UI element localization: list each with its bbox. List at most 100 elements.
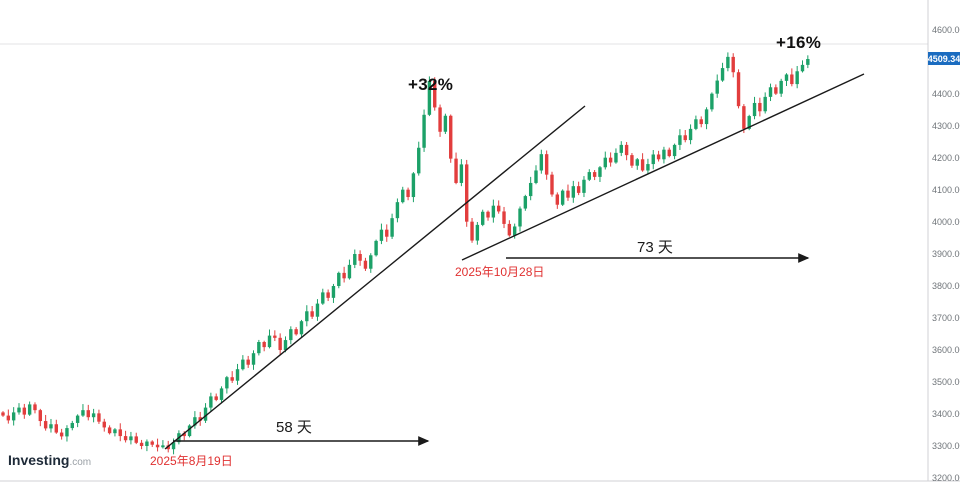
gain-annotation-1: +32% — [408, 75, 454, 94]
candle-body — [528, 182, 533, 197]
candle-body — [289, 329, 293, 341]
candle-body — [459, 164, 464, 183]
candle-body — [592, 172, 597, 177]
candle-body — [134, 436, 138, 443]
candle-body — [49, 424, 53, 429]
candle-body — [688, 128, 693, 141]
candle-body — [523, 196, 528, 209]
candle-body — [321, 292, 325, 304]
candle-body — [273, 335, 277, 338]
candle-body — [736, 72, 741, 107]
candle-body — [358, 254, 362, 261]
candle-body — [779, 80, 783, 94]
candle-body — [193, 417, 197, 426]
candle-body — [576, 186, 581, 193]
candle-body — [795, 71, 799, 85]
candle-body — [385, 229, 389, 237]
candle-body — [406, 189, 410, 198]
candle-body — [107, 427, 112, 434]
candle-body — [608, 157, 613, 163]
candle-body — [70, 422, 74, 429]
candle-body — [411, 173, 416, 198]
y-axis-label: 3200.00 — [932, 473, 960, 483]
candle-body — [550, 174, 554, 195]
candle-body — [43, 421, 48, 429]
candle-body — [438, 107, 442, 132]
candle-body — [118, 429, 122, 437]
candle-body — [81, 410, 85, 416]
price-axis[interactable]: 4600.004500.004400.004300.004200.004100.… — [929, 0, 960, 483]
y-axis-label: 4100.00 — [932, 185, 960, 195]
y-axis-label: 3600.00 — [932, 345, 960, 355]
y-axis-label: 4200.00 — [932, 153, 960, 163]
candle-body — [187, 425, 192, 437]
candle-body — [507, 223, 512, 236]
y-axis-label: 4400.00 — [932, 89, 960, 99]
candle-body — [22, 407, 27, 415]
y-axis-label: 4300.00 — [932, 121, 960, 131]
candle-body — [544, 154, 549, 175]
candle-body — [731, 56, 735, 73]
candle-body — [97, 413, 101, 422]
candle-body — [427, 80, 432, 115]
candle-body — [710, 93, 714, 110]
candle-body — [790, 74, 794, 85]
candle-body — [198, 417, 202, 421]
candle-body — [294, 329, 298, 335]
candle-body — [337, 272, 341, 286]
date-label-1: 2025年8月19日 — [150, 454, 233, 468]
y-axis-label: 3300.00 — [932, 441, 960, 451]
candle-body — [257, 342, 261, 354]
candle-body — [763, 96, 767, 112]
candle-body — [582, 179, 586, 193]
candle-body — [481, 211, 485, 225]
candle-body — [646, 164, 650, 171]
candle-body — [486, 211, 490, 218]
candle-body — [17, 407, 21, 413]
candle-body — [310, 311, 314, 317]
candle-body — [219, 388, 224, 400]
candle-body — [395, 202, 400, 219]
candle-body — [161, 445, 165, 448]
candle-body — [347, 264, 352, 279]
candle-body — [315, 303, 320, 317]
y-axis-label: 3400.00 — [932, 409, 960, 419]
candle-body — [774, 87, 778, 94]
candle-body — [614, 152, 618, 163]
candle-body — [683, 135, 687, 141]
candle-body — [747, 116, 751, 129]
y-axis-label: 3700.00 — [932, 313, 960, 323]
date-label-2: 2025年10月28日 — [455, 265, 545, 279]
candle-body — [331, 286, 336, 298]
candle-body — [566, 190, 570, 198]
candle-body — [806, 59, 810, 65]
candle-body — [672, 144, 677, 157]
gain-annotation-2: +16% — [776, 33, 822, 52]
candle-body — [33, 404, 37, 411]
candle-body — [401, 189, 405, 203]
candle-body — [704, 109, 709, 125]
candle-body — [262, 342, 266, 348]
candle-body — [619, 144, 623, 153]
candle-body — [555, 194, 560, 205]
candle-body — [283, 340, 288, 350]
last-price-badge: 4509.34 — [927, 52, 960, 65]
candle-body — [502, 211, 506, 224]
candle-body — [129, 436, 133, 441]
candle-body — [699, 119, 703, 125]
candle-body — [518, 208, 522, 227]
candle-body — [630, 155, 634, 166]
candle-body — [454, 158, 458, 183]
candle-body — [59, 432, 64, 437]
candle-body — [369, 255, 373, 269]
candle-body — [587, 172, 591, 180]
candle-body — [38, 410, 43, 422]
duration-label-2: 73 天 — [637, 239, 673, 256]
candle-body — [598, 167, 602, 177]
candle-body — [758, 102, 762, 112]
candle-body — [225, 377, 229, 389]
candle-body — [603, 157, 607, 168]
y-axis-label: 4600.00 — [932, 25, 960, 35]
